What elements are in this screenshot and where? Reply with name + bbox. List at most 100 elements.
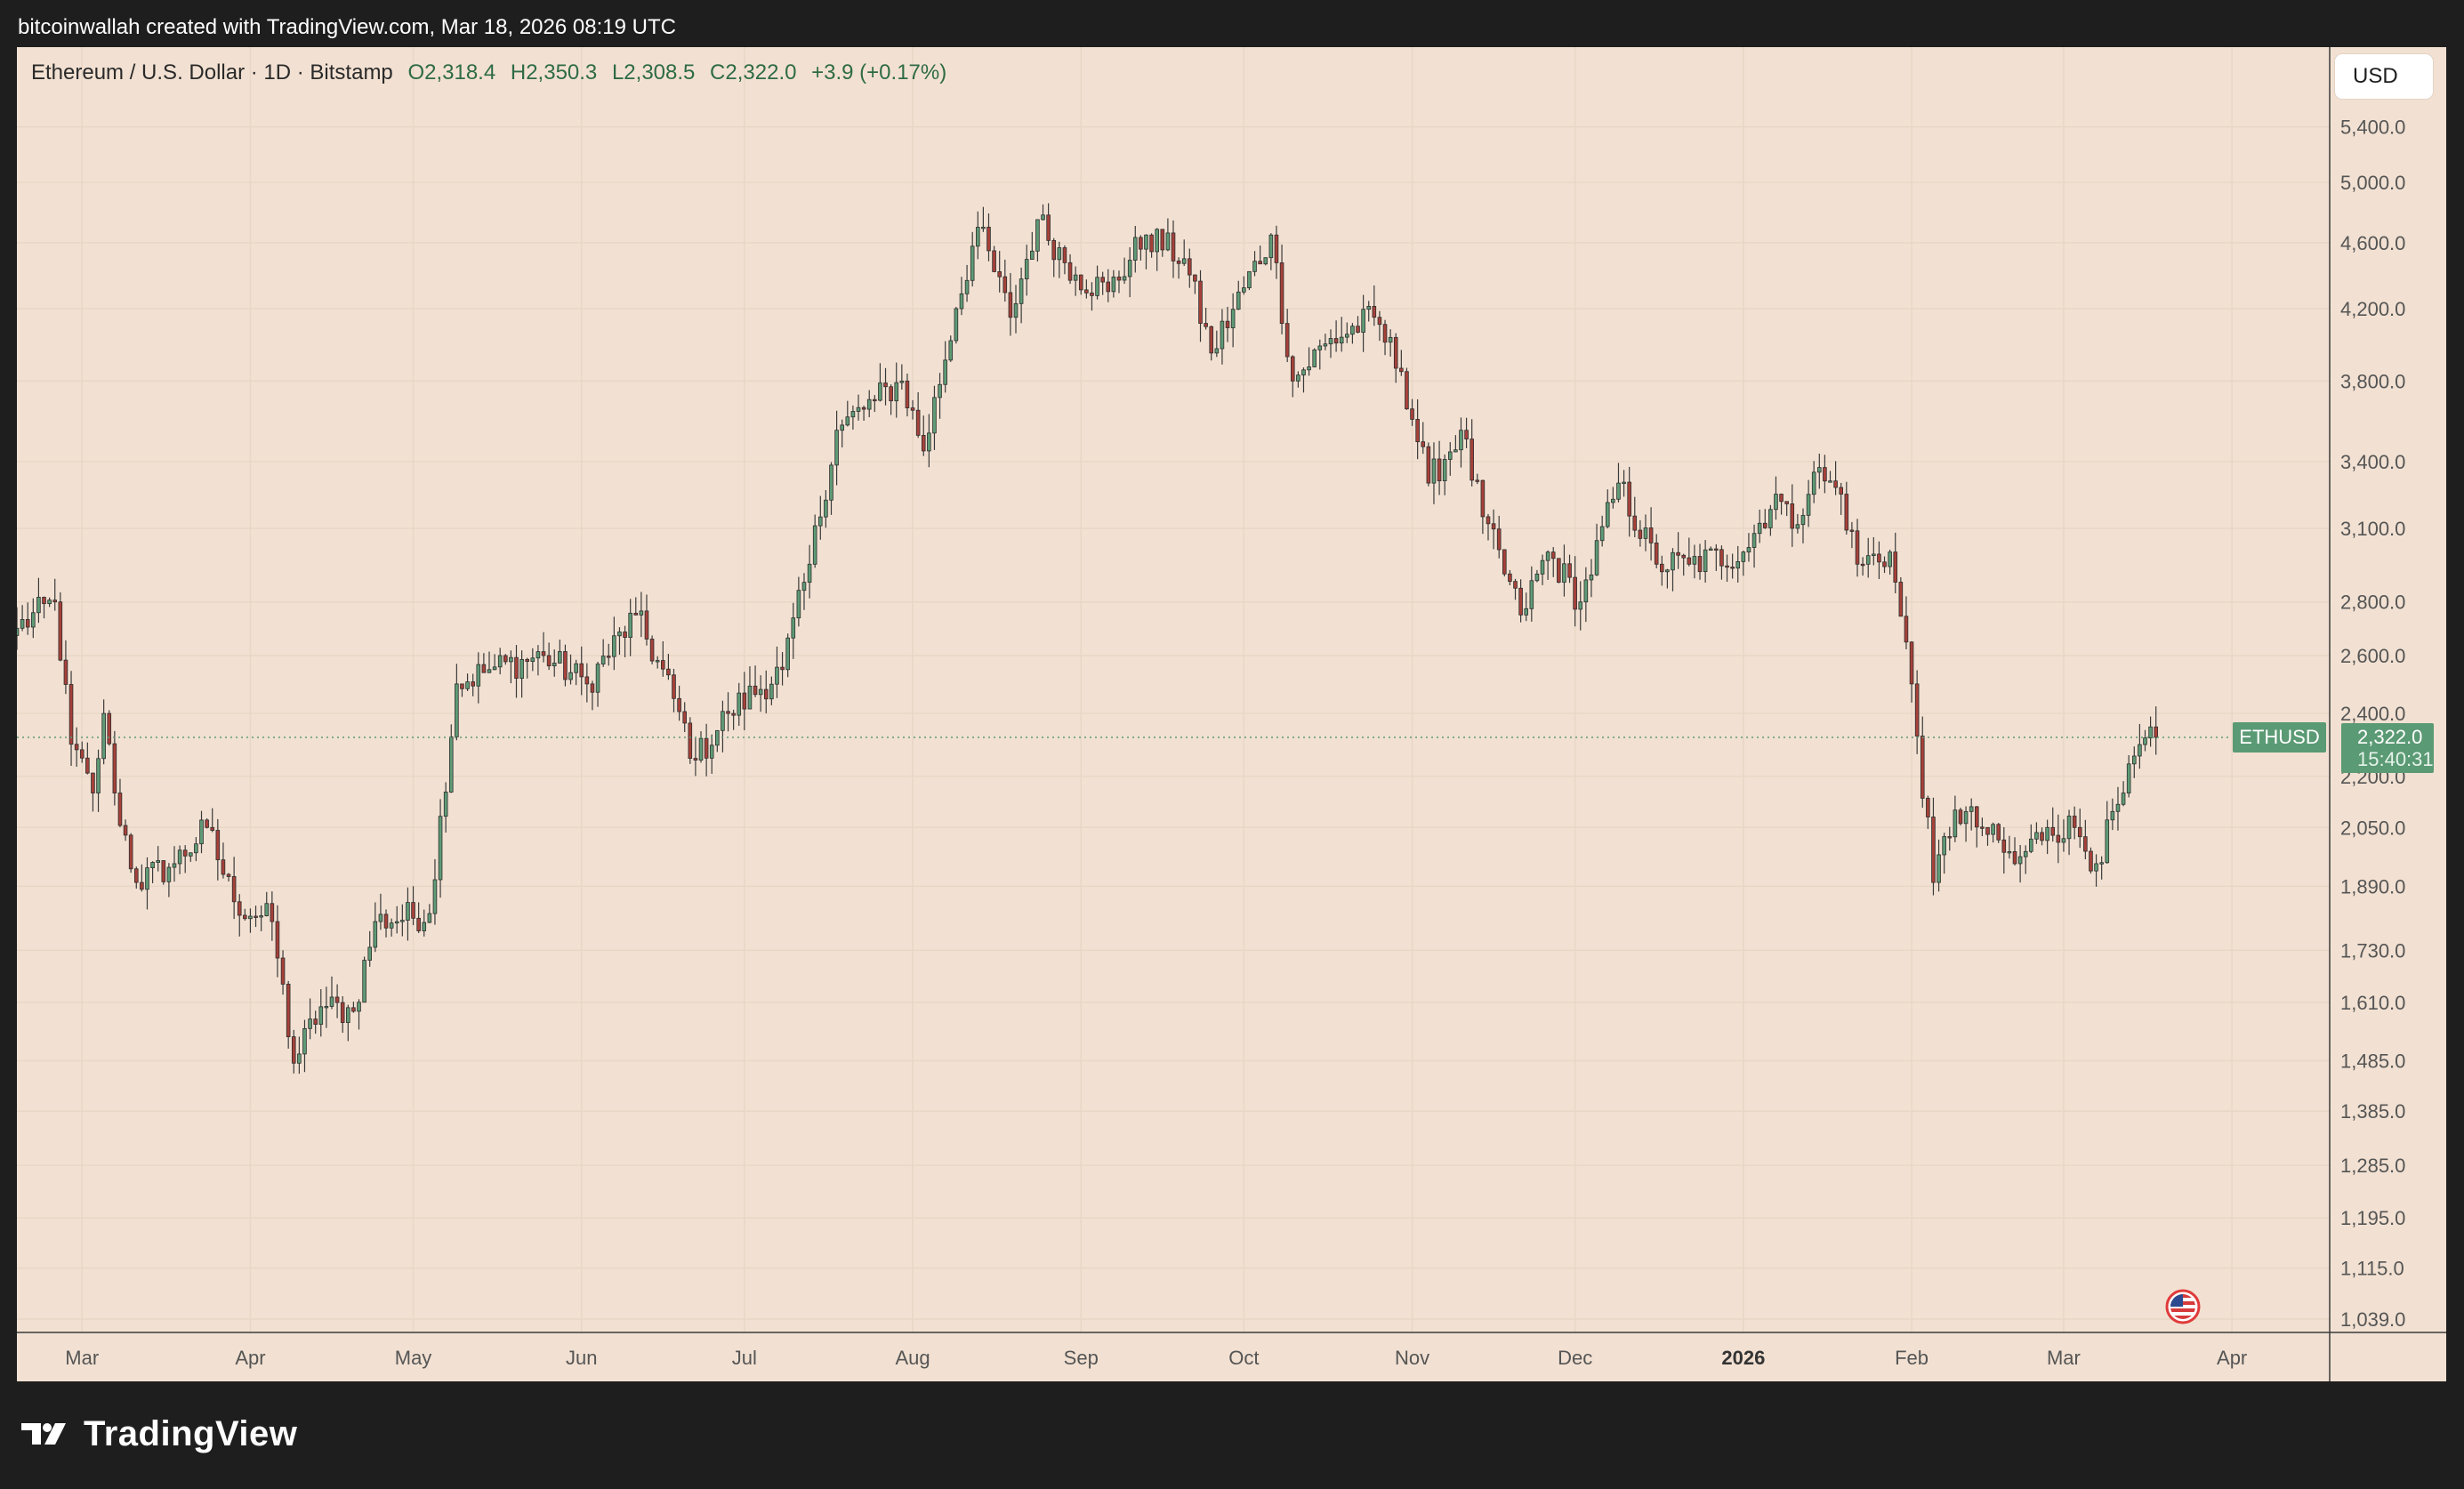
candle-up: [1312, 349, 1317, 367]
candle-up: [150, 862, 155, 869]
candle-up: [1247, 270, 1252, 288]
candle-up: [1165, 232, 1171, 251]
candle-down: [1377, 317, 1382, 326]
candle-up: [1155, 229, 1159, 253]
candle-down: [1046, 214, 1051, 241]
candle-down: [579, 663, 584, 678]
candle-down: [1290, 356, 1295, 382]
candle-up: [1578, 601, 1583, 610]
candle-down: [1470, 439, 1474, 481]
price-chart[interactable]: 5,400.0 5,000.0 4,600.0 4,200.0 3,800.0 3,400…: [17, 47, 2446, 1381]
candle-down: [291, 1036, 296, 1064]
candle-up: [1242, 287, 1246, 293]
candle-down: [921, 435, 926, 452]
candle-down: [1204, 323, 1208, 327]
price-tick-label: 2,050.0: [2340, 817, 2405, 839]
candle-up: [1252, 261, 1257, 272]
candle-down: [2154, 726, 2158, 738]
candle-up: [1828, 480, 1832, 483]
candle-up: [850, 411, 856, 418]
candle-down: [883, 382, 888, 388]
candle-down: [1437, 458, 1442, 482]
candle-up: [1035, 219, 1040, 252]
candle-down: [270, 903, 275, 922]
candle-down: [1078, 274, 1083, 291]
candle-up: [31, 612, 36, 628]
candle-down: [1550, 551, 1556, 559]
candle-up: [829, 464, 833, 501]
candle-up: [1643, 527, 1648, 539]
candle-up: [1757, 522, 1762, 535]
candle-down: [1426, 446, 1431, 484]
candle-down: [1784, 501, 1789, 504]
price-tick-label: 5,400.0: [2340, 117, 2405, 139]
candle-down: [25, 619, 30, 628]
candle-up: [1746, 547, 1751, 553]
candle-up: [1735, 560, 1741, 569]
candle-down: [590, 683, 595, 693]
candle-down: [1790, 503, 1795, 529]
candle-up: [308, 1018, 312, 1029]
candle-up: [394, 921, 399, 924]
candle-up: [1144, 234, 1148, 250]
candle-down: [1958, 809, 1963, 825]
chart-area[interactable]: 5,400.0 5,000.0 4,600.0 4,200.0 3,800.0 3,400…: [17, 47, 2446, 1381]
candle-down: [1719, 549, 1724, 567]
candle-up: [465, 681, 470, 689]
symbol-price-tag: ETHUSD: [2233, 721, 2326, 753]
candle-up: [878, 382, 882, 401]
candle-down: [525, 658, 530, 663]
tradingview-logo: TradingView: [20, 1414, 297, 1453]
candle-down: [1985, 826, 1990, 835]
candle-down: [133, 868, 139, 883]
candle-down: [58, 601, 63, 661]
candle-down: [215, 830, 221, 861]
candle-up: [1616, 482, 1621, 500]
candle-up: [497, 655, 503, 668]
candle-down: [42, 597, 46, 605]
candle-up: [1127, 260, 1132, 278]
candle-down: [1573, 576, 1577, 610]
candle-down: [243, 914, 247, 920]
candle-up: [2045, 826, 2049, 841]
candle-up: [1345, 334, 1349, 338]
candle-down: [471, 681, 475, 687]
candle-up: [427, 913, 432, 923]
candle-down: [226, 873, 231, 877]
price-tick-label: 1,610.0: [2340, 992, 2405, 1014]
bar-countdown: 15:40:31: [2357, 747, 2434, 770]
price-tick-label: 5,000.0: [2340, 172, 2405, 194]
candle-up: [1057, 247, 1062, 261]
candle-down: [91, 772, 95, 793]
candle-up: [1361, 309, 1365, 333]
price-tick-label: 2,600.0: [2340, 645, 2405, 667]
candle-down: [546, 655, 552, 667]
candle-up: [166, 866, 172, 882]
candle-up: [1350, 326, 1355, 335]
candle-up: [775, 666, 779, 685]
candle-down: [460, 683, 464, 689]
candle-up: [1594, 540, 1599, 575]
candle-down: [753, 685, 758, 696]
candle-up: [194, 843, 198, 854]
candle-up: [17, 627, 20, 636]
candle-down: [726, 711, 730, 714]
candle-up: [1041, 214, 1045, 221]
candle-up: [259, 915, 263, 918]
candle-up: [791, 617, 796, 639]
candle-down: [742, 692, 747, 710]
candle-down: [68, 684, 74, 745]
candle-up: [530, 657, 535, 663]
candle-down: [2012, 851, 2017, 865]
candle-down: [1931, 817, 1936, 883]
candle-down: [1996, 824, 2001, 841]
candle-down: [117, 793, 123, 826]
candle-down: [383, 914, 389, 929]
candle-down: [2072, 816, 2077, 828]
candle-down: [1762, 522, 1767, 528]
currency-button[interactable]: USD: [2335, 54, 2433, 99]
us-flag-icon[interactable]: [2165, 1289, 2201, 1324]
candle-up: [1181, 258, 1187, 264]
candle-down: [1974, 806, 1979, 828]
candle-up: [248, 915, 253, 920]
